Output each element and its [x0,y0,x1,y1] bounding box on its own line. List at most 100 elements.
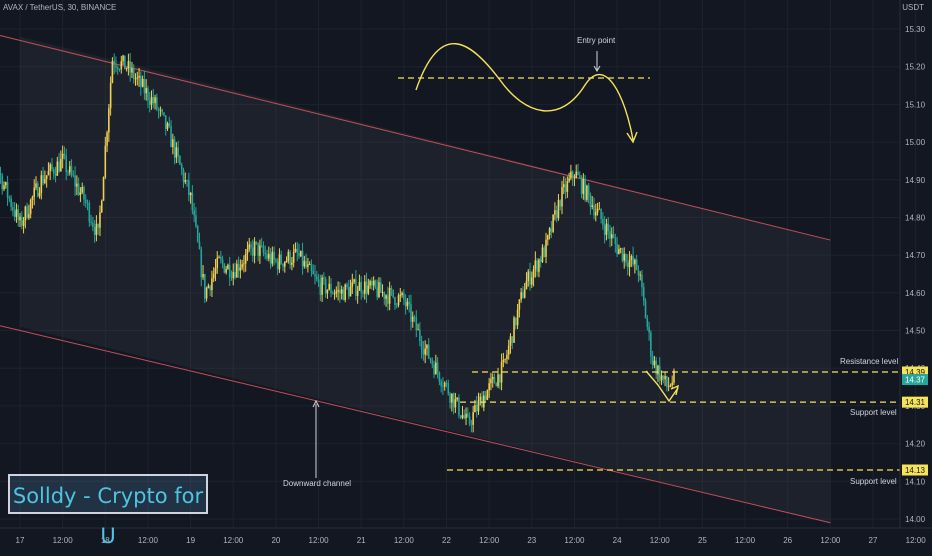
candle [479,393,482,406]
candle [347,280,350,300]
resistance-level-label: Resistance level [840,357,898,366]
candle [429,357,432,364]
candle [227,263,229,270]
candle [427,338,430,360]
candle [207,283,210,289]
candle [236,259,238,278]
candle [470,419,473,433]
candle [156,93,158,112]
candle [108,103,110,142]
candle [47,162,50,176]
candle [184,172,187,185]
candle [367,278,370,296]
candle [426,344,428,356]
x-tick-label: 24 [613,536,622,545]
candle [513,315,515,343]
candle [257,242,259,262]
candle [491,373,494,388]
candle [497,367,499,389]
candle [669,383,672,388]
candle [523,283,526,299]
candle [472,405,474,433]
candle [140,71,142,96]
candle [589,192,592,215]
candle [545,232,547,264]
candle [607,217,610,240]
y-tick-label: 14.90 [905,176,926,185]
candle [333,289,336,300]
candle [632,246,634,267]
y-tick-label: 15.00 [905,138,926,147]
candle [124,55,126,70]
candle [506,349,508,364]
time-axis[interactable]: 17 12:00 18 12:00 19 12:00 20 12:00 21 12:00 22 12:… [0,527,932,545]
candle [451,393,453,412]
candle [353,278,355,285]
candle [225,265,227,275]
candle [251,239,254,263]
candle [653,355,656,369]
candle [230,270,233,281]
candle [413,315,416,322]
candle [650,330,652,364]
candle [38,187,41,199]
entry-wave-arrow [415,43,634,141]
candle [216,251,219,274]
candle [532,265,535,287]
candle [577,163,579,176]
candle [641,269,643,297]
candle [17,204,20,227]
x-tick-label: 12:00 [479,536,500,545]
candle [271,246,274,267]
candle [616,236,618,258]
candle [220,250,222,264]
svg-text:14.37: 14.37 [905,376,926,385]
candle [118,68,121,72]
candle [504,358,506,364]
candle [234,262,236,280]
candle [363,275,366,300]
candle [186,179,188,187]
candle [557,194,560,221]
candle [349,279,352,297]
candle [488,377,490,398]
candle [452,392,455,415]
x-tick-label: 12:00 [138,536,159,545]
candle [660,370,663,385]
candle [285,256,288,263]
candle [180,162,183,176]
candle [442,377,444,396]
candle [237,256,240,278]
candle [319,274,322,302]
candle [20,211,23,230]
candle [337,281,339,301]
x-tick-label: 19 [186,536,195,545]
y-tick-label: 14.10 [905,477,926,486]
candle [104,136,107,180]
price-axis[interactable]: 15.30 15.20 15.10 15.00 14.90 14.80 14.70 14.60… [899,0,926,528]
candle [534,251,537,278]
candle [666,375,668,392]
candle [243,255,245,273]
candle [70,159,73,178]
candle [99,205,101,237]
candle [596,202,599,216]
x-tick-label: 12:00 [53,536,74,545]
price-tag: 14.13 [902,464,928,476]
support-level-label: Support level [850,408,897,417]
candle [198,232,201,250]
candle [509,333,512,354]
candle [52,167,55,180]
candle [609,224,611,248]
candle [342,286,345,301]
candle [582,173,585,200]
candle [593,197,595,220]
candle [419,322,421,347]
candle [603,216,606,244]
candle [525,272,528,290]
candle [618,244,620,255]
candle [394,296,396,310]
candle [619,247,622,254]
